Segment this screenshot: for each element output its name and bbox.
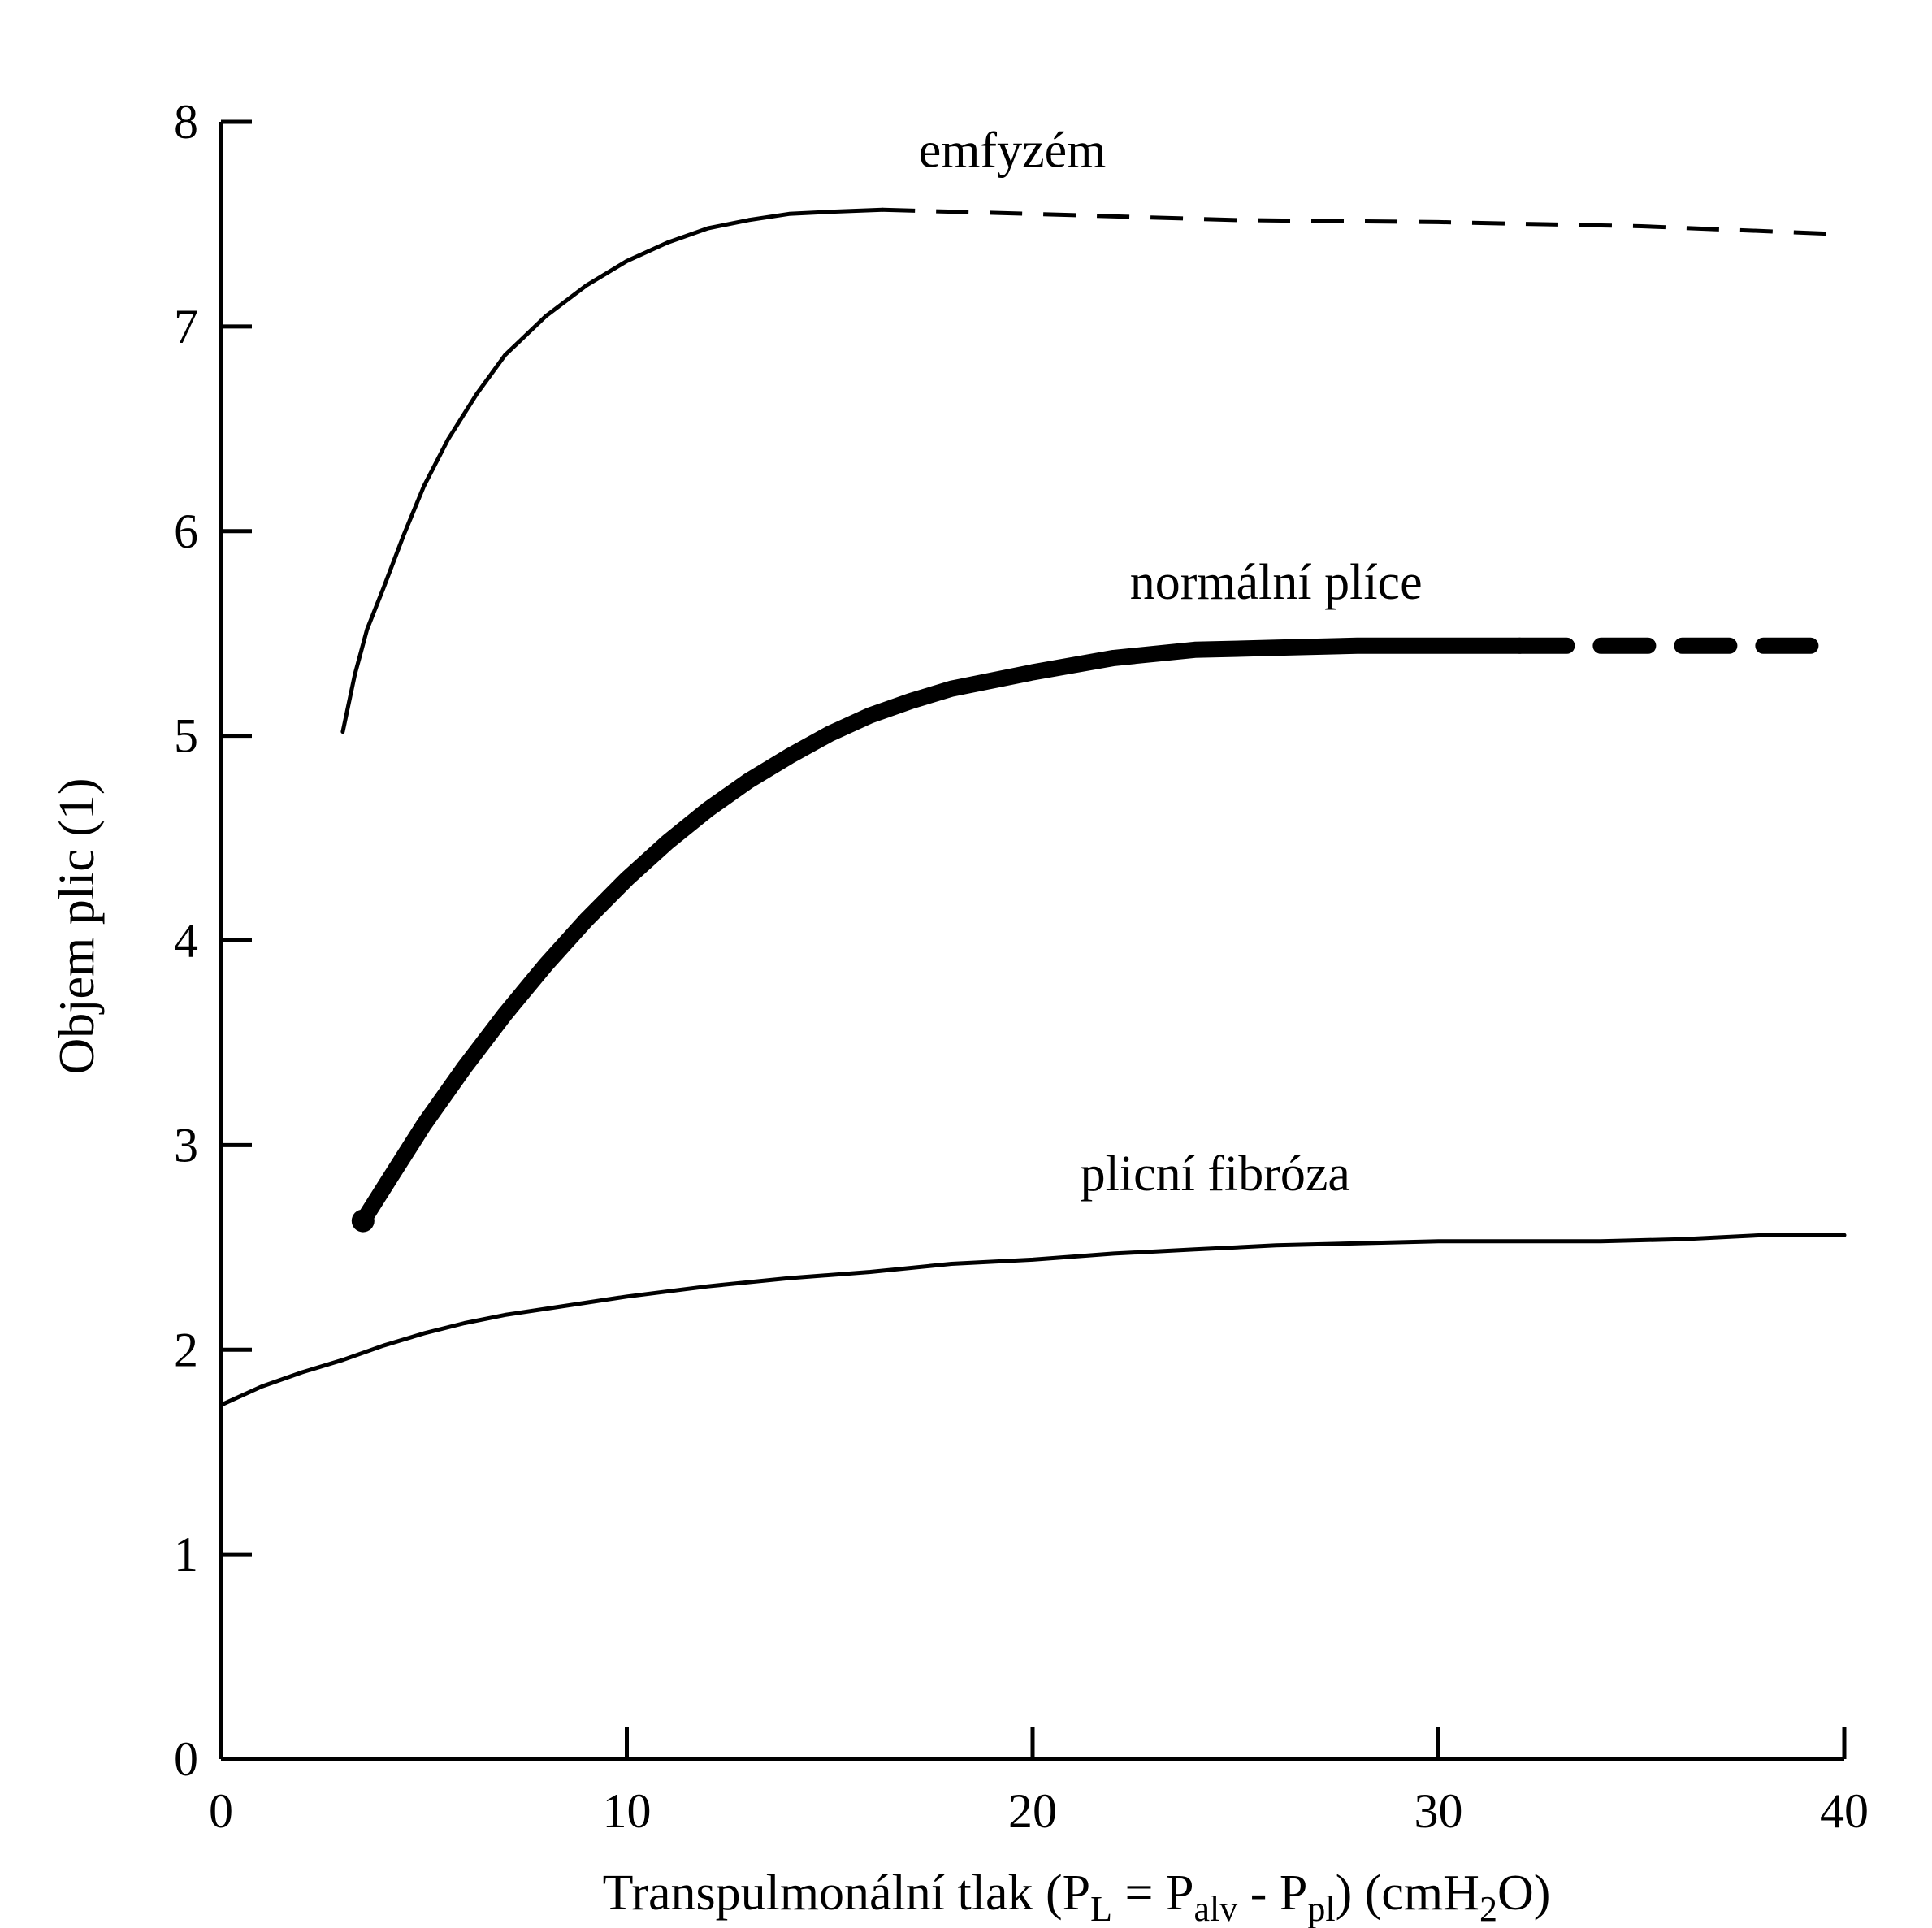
series-label-1: normální plíce xyxy=(1130,555,1423,610)
series-line-1 xyxy=(354,637,1528,1229)
x-title-subscript: alv xyxy=(1193,1889,1237,1928)
y-axis-title: Objem plic (1) xyxy=(50,778,105,1074)
series-start-dot-1 xyxy=(351,1209,375,1233)
y-tick-label: 5 xyxy=(174,709,198,763)
x-title-part: = P xyxy=(1112,1865,1193,1921)
series-line-0 xyxy=(340,207,885,734)
axes: 0 1 2 3 4 5 6 7 8 0 10 20 30 40 xyxy=(174,95,1869,1838)
series-label-0: emfyzém xyxy=(919,123,1107,178)
x-title-subscript: pl xyxy=(1307,1889,1335,1928)
x-tick-label: 20 xyxy=(1008,1784,1057,1838)
x-title-subscript: L xyxy=(1090,1889,1112,1928)
x-title-subscript: 2 xyxy=(1479,1889,1497,1928)
x-title-part: - P xyxy=(1237,1865,1307,1921)
y-tick-label: 4 xyxy=(174,914,198,968)
x-tick-label: 0 xyxy=(209,1784,233,1838)
x-axis-title: Transpulmonální tlak (PL = Palv - Ppl) (… xyxy=(603,1865,1551,1928)
series-line-2 xyxy=(219,1233,1847,1407)
x-tick-label: 40 xyxy=(1820,1784,1869,1838)
y-tick-label: 2 xyxy=(174,1323,198,1376)
series-lines xyxy=(219,207,1852,1407)
x-title-part: O) xyxy=(1497,1865,1550,1921)
x-tick-label: 30 xyxy=(1414,1784,1463,1838)
y-tick-label: 8 xyxy=(174,95,198,149)
y-tick-label: 3 xyxy=(174,1118,198,1172)
y-tick-label: 1 xyxy=(174,1527,198,1581)
series-labels: emfyzém normální plíce plicní fibróza xyxy=(919,123,1423,1201)
x-title-part: ) (cmH xyxy=(1336,1865,1479,1921)
x-title-part: Transpulmonální tlak (P xyxy=(603,1865,1091,1921)
x-tick-label: 10 xyxy=(603,1784,652,1838)
y-tick-label: 7 xyxy=(174,300,198,353)
series-label-2: plicní fibróza xyxy=(1081,1146,1350,1202)
y-tick-label: 6 xyxy=(174,505,198,558)
y-tick-label: 0 xyxy=(174,1732,198,1786)
series-dashed-line-0 xyxy=(882,207,1845,236)
